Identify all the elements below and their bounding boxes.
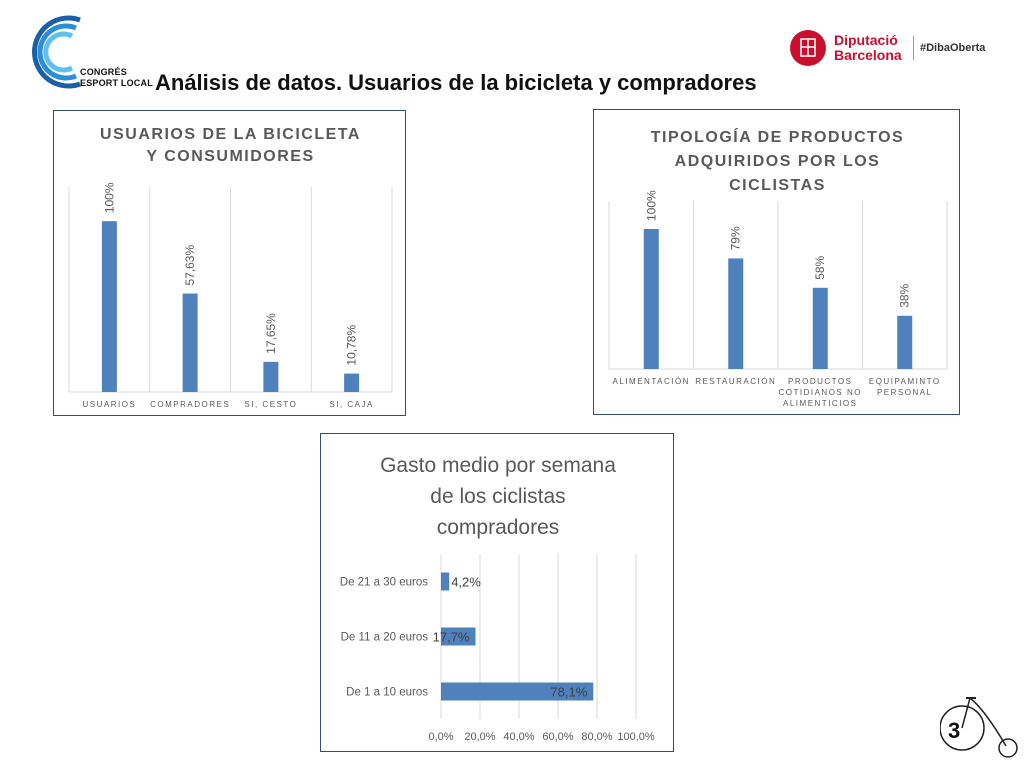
data-label: 100% xyxy=(644,190,658,221)
category-label: COMPRADORES xyxy=(150,400,230,409)
chart-gasto-frame: Gasto medio por semana de los ciclistas co… xyxy=(320,433,674,752)
category-label: ALIMENTACIÓN xyxy=(613,377,690,386)
diputacio-logo: Diputació Barcelona #DibaOberta xyxy=(790,30,1020,70)
chart-productos: TIPOLOGÍA DE PRODUCTOS ADQUIRIDOS POR LOS… xyxy=(608,127,948,408)
bar xyxy=(441,682,594,701)
data-label: 4,2% xyxy=(451,575,481,590)
bar xyxy=(441,627,476,646)
chart-gasto: Gasto medio por semana de los ciclistas co… xyxy=(340,454,655,743)
bar xyxy=(101,221,117,392)
category-label: PRODUCTOS xyxy=(788,377,852,386)
chart-title: compradores xyxy=(437,516,560,539)
page-title: Análisis de datos. Usuarios de la bicicl… xyxy=(155,70,757,95)
category-label: USUARIOS xyxy=(82,400,136,409)
diputacio-seal-icon xyxy=(790,30,826,66)
bar xyxy=(441,572,450,591)
chart-title: ADQUIRIDOS POR LOS xyxy=(675,153,881,170)
bar xyxy=(643,229,659,369)
chart-title: CICLISTAS xyxy=(729,177,826,194)
category-label: RESTAURACIÓN xyxy=(695,377,776,386)
chart-title: Y CONSUMIDORES xyxy=(146,148,314,165)
data-label: 17,7% xyxy=(433,630,470,645)
chart-productos-frame: TIPOLOGÍA DE PRODUCTOS ADQUIRIDOS POR LOS… xyxy=(593,109,960,415)
data-label: 100% xyxy=(102,182,116,213)
chart-title: de los ciclistas xyxy=(430,485,565,508)
diputacio-name: Diputació Barcelona xyxy=(834,32,902,63)
data-label: 38% xyxy=(898,283,912,307)
category-label: ALIMENTICIOS xyxy=(783,399,857,408)
data-label: 79% xyxy=(729,226,743,250)
category-label: EQUIPAMINTO xyxy=(869,377,941,386)
bar xyxy=(728,258,744,369)
data-label: 78,1% xyxy=(550,685,587,700)
penny-farthing-icon xyxy=(939,696,1018,758)
category-label: De 21 a 30 euros xyxy=(340,577,428,589)
x-tick-label: 0,0% xyxy=(428,731,453,743)
category-label: SI, CESTO xyxy=(244,400,297,409)
bar xyxy=(812,287,828,369)
bar xyxy=(897,315,913,369)
x-tick-label: 60,0% xyxy=(542,731,573,743)
category-label: De 1 a 10 euros xyxy=(346,687,428,699)
congres-logo-arcs xyxy=(32,15,81,89)
category-label: SI, CAJA xyxy=(329,400,373,409)
bar xyxy=(263,361,279,392)
chart-title: USUARIOS DE LA BICICLETA xyxy=(100,126,361,143)
congres-logo-text: CONGRÉS ESPORT LOCAL xyxy=(80,67,153,88)
diba-hashtag: #DibaOberta xyxy=(920,42,986,54)
category-label: De 11 a 20 euros xyxy=(341,632,429,644)
bar xyxy=(182,293,198,392)
category-label: PERSONAL xyxy=(877,388,933,397)
chart-title: Gasto medio por semana xyxy=(380,454,616,477)
data-label: 17,65% xyxy=(264,313,278,354)
bar xyxy=(344,373,360,392)
chart-title: TIPOLOGÍA DE PRODUCTOS xyxy=(651,127,904,146)
x-tick-label: 100,0% xyxy=(617,731,655,743)
x-tick-label: 80,0% xyxy=(581,731,612,743)
logo-divider xyxy=(913,36,914,60)
slide-number: 3 xyxy=(948,718,961,743)
data-label: 58% xyxy=(813,255,827,279)
chart-usuarios: USUARIOS DE LA BICICLETA Y CONSUMIDORES 10… xyxy=(68,126,393,409)
x-tick-label: 40,0% xyxy=(503,731,534,743)
slide-number-badge: 3 xyxy=(939,690,1020,760)
chart-usuarios-frame: USUARIOS DE LA BICICLETA Y CONSUMIDORES 10… xyxy=(53,110,406,416)
congres-logo: CONGRÉS ESPORT LOCAL xyxy=(18,12,153,92)
x-tick-label: 20,0% xyxy=(464,731,495,743)
data-label: 57,63% xyxy=(183,245,197,286)
category-label: COTIDIANOS NO xyxy=(778,388,862,397)
data-label: 10,78% xyxy=(345,325,359,366)
